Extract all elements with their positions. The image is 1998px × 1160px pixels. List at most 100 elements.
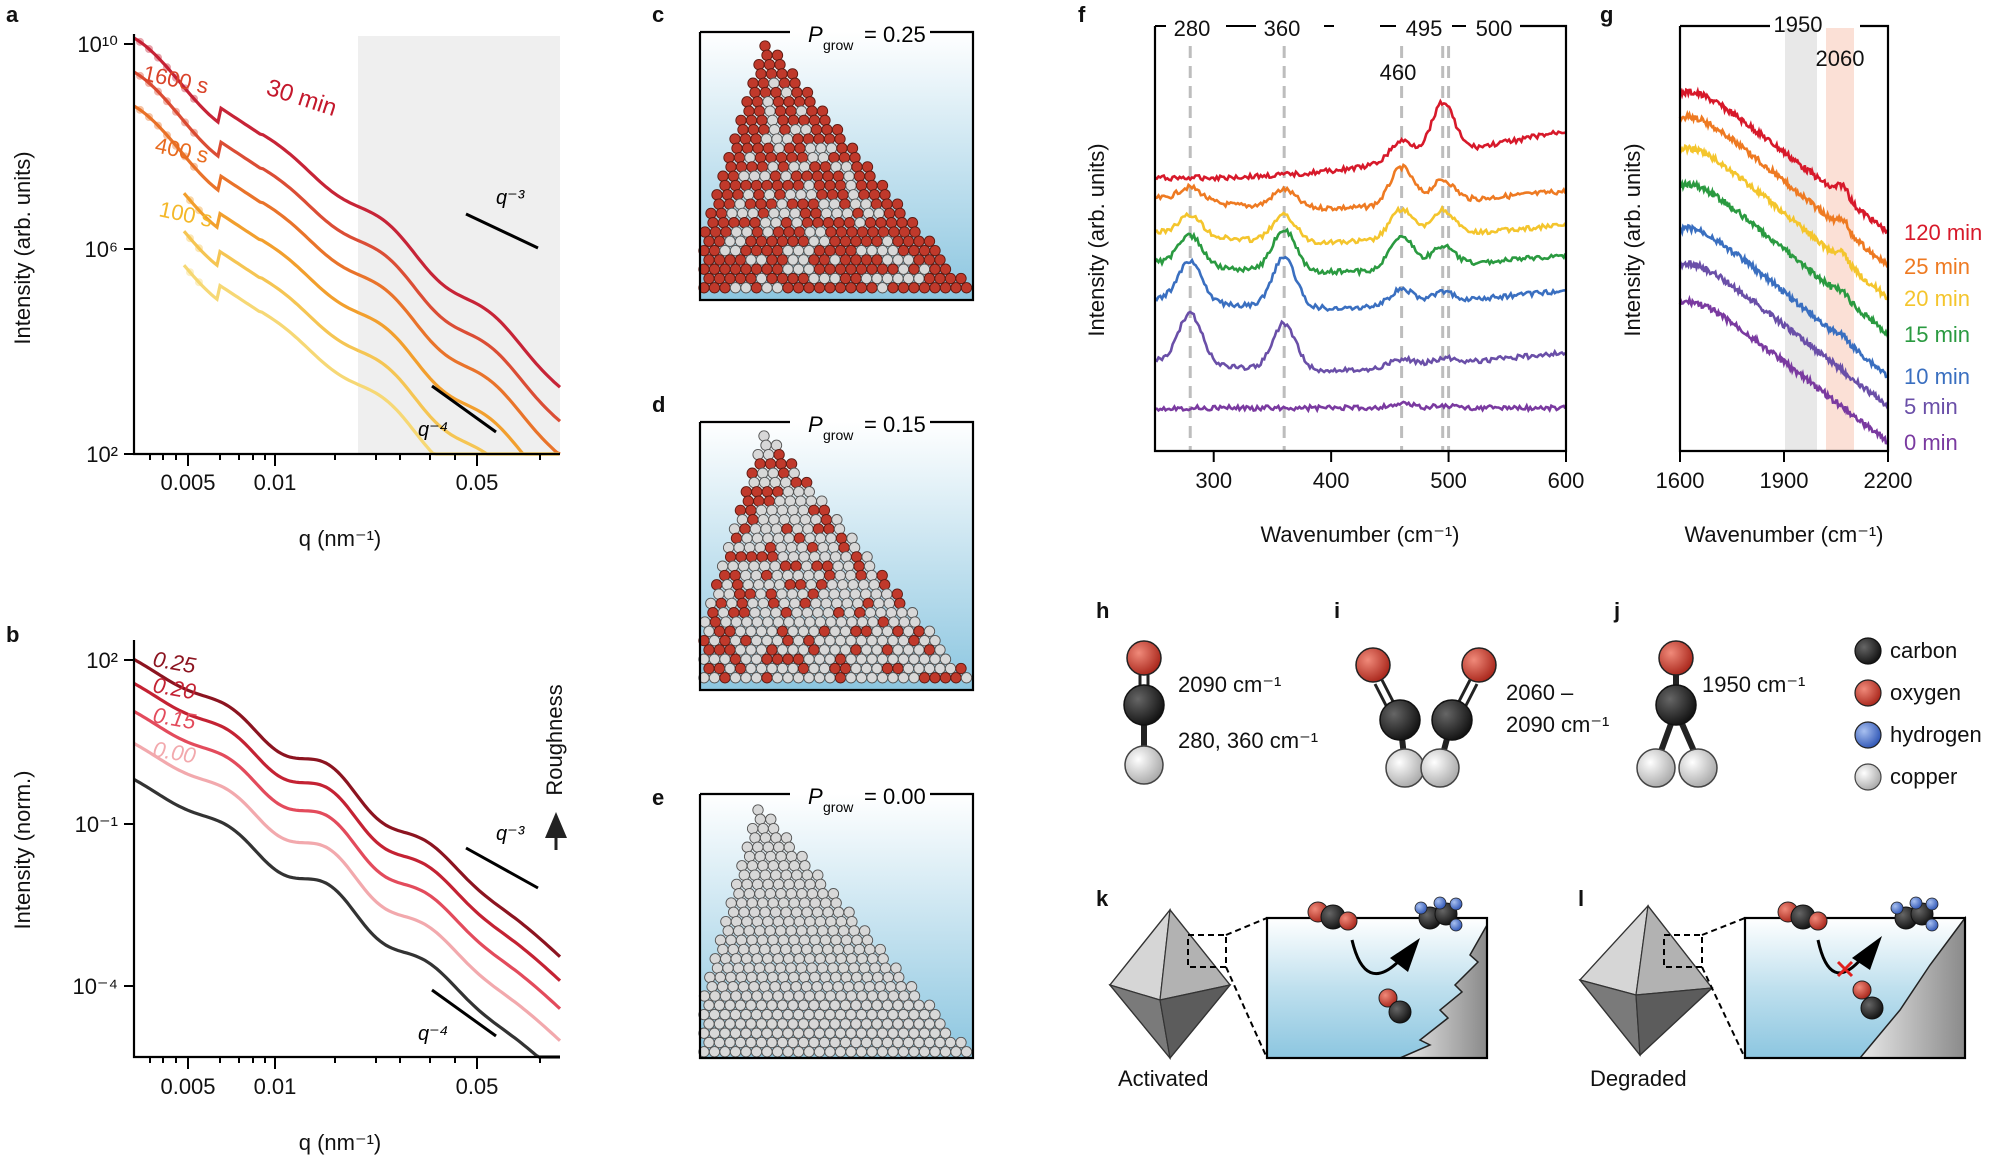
copper-atom [778,207,791,220]
copper-atom [888,616,900,628]
copper-atom [796,850,808,863]
copper-atom [814,226,827,238]
oxide-atom [797,272,810,285]
oxide-atom [939,672,952,684]
panel-a-label-100s: 100 s [157,196,215,232]
copper-atom [760,133,773,145]
copper-atom [850,1018,862,1030]
oxide-atom [804,96,816,108]
oxide-atom [923,235,936,247]
panel-a-datapoint [154,53,162,62]
oxide-atom [855,179,868,192]
oxide-atom [771,244,784,257]
copper-atom [774,962,787,974]
oxide-atom [744,588,756,600]
copper-atom [740,990,753,1002]
panel-a-curve-1 [133,70,562,423]
copper-atom [755,588,767,600]
copper-atom [786,588,798,600]
oxide-atom [707,217,719,229]
copper-atom [743,541,756,554]
oxide-atom [838,151,851,164]
copper-atom [784,495,796,507]
copper-atom [761,1027,773,1039]
panel-b-xtick-2: 0.05 [456,1074,499,1099]
oxide-atom [773,448,785,461]
copper-atom [782,1046,794,1058]
copper-atom [752,841,764,853]
oxide-atom [729,569,741,582]
oxide-atom [776,68,788,80]
oxide-atom [929,244,941,257]
copper-atom [796,541,808,554]
copper-atom [751,532,764,544]
copper-atom [744,151,756,164]
panel-g-curves [1678,86,1890,445]
copper-atom [745,999,757,1011]
copper-atom [730,915,743,928]
copper-atom [727,943,739,956]
copper-atom [871,644,883,656]
panel-b-slope-q3 [465,846,539,890]
copper-atom [775,888,787,900]
copper-atom [776,504,789,517]
copper-atom [960,1046,973,1058]
copper-atom [909,616,921,628]
copper-atom [730,990,742,1002]
copper-atom [810,514,822,526]
panel-a-ylabel: Intensity (arb. units) [10,151,35,344]
oxide-atom [738,217,751,229]
panel-b-curves [133,658,562,1059]
oxide-atom [849,151,861,164]
oxide-atom [850,235,862,247]
copper-atom [855,634,868,647]
oxide-atom [743,105,755,117]
oxide-atom [768,597,780,610]
oxide-atom [713,235,726,247]
oxide-atom [806,105,818,117]
copper-atom [875,607,887,619]
copper-atom [724,1018,736,1030]
oxide-atom [819,114,831,127]
copper-atom [722,962,734,974]
panel-g-xtick: 1600 [1656,468,1705,493]
panel-a-datapoint [181,84,189,93]
copper-atom [773,142,785,154]
oxide-atom [729,653,742,665]
copper-atom [720,953,732,965]
copper-atom [881,588,893,600]
copper-atom [834,1027,847,1039]
oxide-atom [766,551,779,563]
oxide-atom [779,560,792,572]
copper-atom [770,439,783,451]
copper-atom [835,953,847,965]
copper-atom [782,1008,794,1021]
copper-atom [827,962,839,974]
oxide-atom [818,254,831,266]
copper-atom [835,616,848,628]
copper-atom [923,625,936,637]
copper-atom [822,607,835,619]
copper-atom [849,198,862,210]
copper-atom [829,254,841,266]
copper-atom [743,962,755,974]
oxide-atom [807,198,820,210]
copper-atom [871,625,883,637]
oxide-atom [939,263,952,275]
panel-a-curve-0 [133,36,562,389]
oxide-atom [753,105,766,117]
copper-atom [835,990,847,1002]
copper-atom [719,244,731,257]
copper-atom [706,981,718,993]
panel-a-curve-3 [182,192,559,456]
oxide-atom [918,244,931,257]
panel-g-band-2060 [1826,28,1854,451]
copper-atom [816,495,828,507]
panel-f-xticks: 300 400 500 600 [1195,451,1584,493]
copper-atom [860,588,872,600]
panel-a-datapoint [190,128,198,137]
oxide-atom [955,272,967,285]
oxide-atom [776,235,789,247]
copper-atom [908,1046,920,1058]
panel-h: 2090 cm⁻¹ 280, 360 cm⁻¹ [1123,640,1318,785]
